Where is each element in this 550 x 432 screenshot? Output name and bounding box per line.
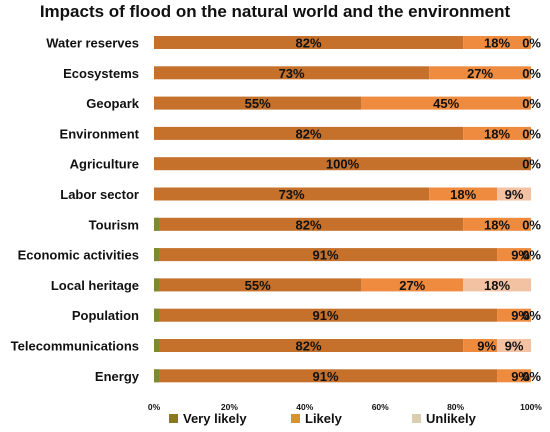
legend-label-unlikely: Unlikely xyxy=(426,411,477,426)
category-label-geopark: Geopark xyxy=(86,96,140,111)
x-tick-4: 80% xyxy=(447,402,464,412)
bar-segment-likely-tourism xyxy=(463,217,531,231)
bar-segment-likely-economic-activities xyxy=(497,248,531,262)
bar-segment-very-likely-energy xyxy=(154,369,498,383)
bar-segment-very-likely-tourism xyxy=(154,217,464,231)
category-label-water-reserves: Water reserves xyxy=(46,36,139,51)
x-tick-1: 20% xyxy=(221,402,238,412)
bar-segment-unlikely-local-heritage xyxy=(463,278,531,292)
data-label-unlikely-water-reserves: 0% xyxy=(522,36,541,51)
very-likely-marker-local-heritage xyxy=(154,278,159,292)
data-label-very-likely-geopark: 55% xyxy=(245,96,271,111)
data-label-likely-telecommunications: 9% xyxy=(477,339,496,354)
x-tick-0: 0% xyxy=(148,402,161,412)
category-label-labor-sector: Labor sector xyxy=(60,187,139,202)
x-tick-5: 100% xyxy=(520,402,542,412)
bar-segment-likely-geopark xyxy=(361,96,531,110)
data-label-likely-tourism: 18% xyxy=(484,217,510,232)
bar-segment-very-likely-agriculture xyxy=(154,157,531,171)
bar-segment-likely-ecosystems xyxy=(429,66,531,80)
bar-segment-very-likely-population xyxy=(154,308,498,322)
bar-segment-likely-energy xyxy=(497,369,531,383)
data-label-very-likely-environment: 82% xyxy=(296,126,322,141)
data-label-likely-ecosystems: 27% xyxy=(467,66,493,81)
data-label-unlikely-tourism: 0% xyxy=(522,217,541,232)
data-label-unlikely-telecommunications: 9% xyxy=(505,339,524,354)
legend-swatch-very-likely xyxy=(169,414,178,423)
bar-segment-very-likely-ecosystems xyxy=(154,66,430,80)
data-label-very-likely-labor-sector: 73% xyxy=(279,187,305,202)
data-label-unlikely-economic-activities: 0% xyxy=(522,248,541,263)
data-label-very-likely-tourism: 82% xyxy=(296,217,322,232)
category-label-telecommunications: Telecommunications xyxy=(11,339,139,354)
data-label-very-likely-water-reserves: 82% xyxy=(296,36,322,51)
data-label-very-likely-local-heritage: 55% xyxy=(245,278,271,293)
category-label-ecosystems: Ecosystems xyxy=(63,66,139,81)
data-label-unlikely-ecosystems: 0% xyxy=(522,66,541,81)
bar-segment-likely-local-heritage xyxy=(361,278,464,292)
data-label-very-likely-economic-activities: 91% xyxy=(313,248,339,263)
bar-segment-very-likely-telecommunications xyxy=(154,339,464,352)
legend-label-very-likely: Very likely xyxy=(183,411,247,426)
bar-segment-likely-water-reserves xyxy=(463,36,531,49)
data-label-unlikely-energy: 0% xyxy=(522,369,541,384)
legend-swatch-unlikely xyxy=(412,414,421,423)
very-likely-marker-energy xyxy=(154,369,159,383)
very-likely-marker-telecommunications xyxy=(154,339,159,352)
data-label-very-likely-population: 91% xyxy=(313,308,339,323)
data-label-likely-population: 9% xyxy=(511,308,530,323)
bar-segment-very-likely-water-reserves xyxy=(154,36,464,49)
category-label-population: Population xyxy=(72,308,139,323)
data-label-unlikely-labor-sector: 9% xyxy=(505,187,524,202)
data-label-very-likely-energy: 91% xyxy=(313,369,339,384)
data-label-unlikely-environment: 0% xyxy=(522,126,541,141)
data-label-very-likely-ecosystems: 73% xyxy=(279,66,305,81)
data-label-likely-economic-activities: 9% xyxy=(511,248,530,263)
category-label-tourism: Tourism xyxy=(89,217,139,232)
data-label-likely-geopark: 45% xyxy=(433,96,459,111)
x-tick-3: 60% xyxy=(372,402,389,412)
data-label-unlikely-agriculture: 0% xyxy=(522,157,541,172)
legend-label-likely: Likely xyxy=(305,411,343,426)
legend-swatch-likely xyxy=(291,414,300,423)
bar-segment-very-likely-local-heritage xyxy=(154,278,362,292)
bar-segment-likely-labor-sector xyxy=(429,187,498,201)
bar-segment-unlikely-labor-sector xyxy=(497,187,531,201)
data-label-unlikely-local-heritage: 18% xyxy=(484,278,510,293)
bar-segment-very-likely-geopark xyxy=(154,96,362,110)
data-label-likely-labor-sector: 18% xyxy=(450,187,476,202)
data-label-likely-water-reserves: 18% xyxy=(484,36,510,51)
category-label-energy: Energy xyxy=(95,369,140,384)
very-likely-marker-population xyxy=(154,308,159,322)
data-label-very-likely-telecommunications: 82% xyxy=(296,339,322,354)
data-label-very-likely-agriculture: 100% xyxy=(326,157,360,172)
bar-segment-likely-population xyxy=(497,308,531,322)
bar-segment-very-likely-economic-activities xyxy=(154,248,498,262)
bar-segment-unlikely-telecommunications xyxy=(497,339,531,352)
very-likely-marker-tourism xyxy=(154,217,159,231)
data-label-unlikely-geopark: 0% xyxy=(522,96,541,111)
data-label-likely-energy: 9% xyxy=(511,369,530,384)
bar-segment-likely-environment xyxy=(463,126,531,140)
very-likely-marker-economic-activities xyxy=(154,248,159,262)
data-label-unlikely-population: 0% xyxy=(522,308,541,323)
category-label-economic-activities: Economic activities xyxy=(18,248,139,263)
bar-segment-very-likely-environment xyxy=(154,126,464,140)
category-label-local-heritage: Local heritage xyxy=(51,278,139,293)
chart-title: Impacts of flood on the natural world an… xyxy=(39,2,511,21)
category-label-agriculture: Agriculture xyxy=(70,157,139,172)
category-label-environment: Environment xyxy=(60,126,140,141)
bar-segment-likely-telecommunications xyxy=(463,339,498,352)
x-tick-2: 40% xyxy=(296,402,313,412)
data-label-likely-environment: 18% xyxy=(484,126,510,141)
data-label-likely-local-heritage: 27% xyxy=(399,278,425,293)
bar-segment-very-likely-labor-sector xyxy=(154,187,430,201)
